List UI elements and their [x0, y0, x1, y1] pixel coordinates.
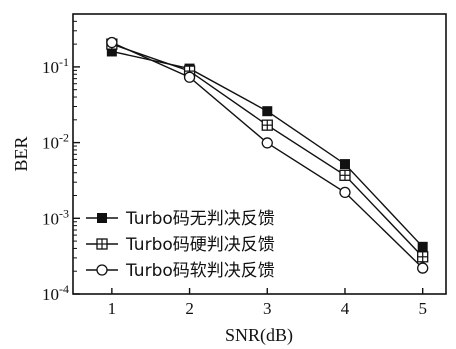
- marker-open-circle: [96, 264, 108, 276]
- marker-open-circle: [261, 137, 273, 149]
- series-markers: [106, 36, 429, 274]
- axis-ticks: 1 2 3 4 5 10-1 10-2 10-3 10-4: [42, 13, 427, 318]
- x-tick-label: 3: [263, 299, 272, 318]
- legend-label: Turbo码软判决反馈: [125, 261, 275, 281]
- x-tick-label: 5: [418, 299, 427, 318]
- marker-filled-square: [106, 46, 117, 57]
- x-tick-label: 4: [341, 299, 350, 318]
- x-tick-label: 1: [108, 299, 117, 318]
- marker-filled-square: [417, 241, 428, 252]
- y-tick-label: 10-2: [42, 131, 69, 153]
- legend-label: Turbo码无判决反馈: [125, 209, 275, 229]
- marker-open-circle: [183, 71, 196, 83]
- marker-open-circle: [339, 186, 351, 199]
- y-axis-title: BER: [11, 136, 31, 171]
- y-tick-label: 10-1: [42, 55, 69, 77]
- y-tick-label: 10-3: [42, 206, 69, 228]
- x-tick-label: 2: [185, 299, 194, 318]
- marker-open-circle: [417, 262, 429, 274]
- marker-open-circle: [106, 36, 118, 49]
- x-axis-title: SNR(dB): [225, 325, 293, 346]
- y-tick-label: 10-4: [42, 282, 69, 304]
- legend: Turbo码无判决反馈 Turbo码硬判决反馈 Turbo码软判决反馈: [86, 209, 275, 281]
- legend-label: Turbo码硬判决反馈: [125, 235, 275, 255]
- marker-filled-square: [262, 106, 273, 117]
- marker-filled-square: [97, 213, 107, 223]
- marker-filled-square: [339, 159, 350, 170]
